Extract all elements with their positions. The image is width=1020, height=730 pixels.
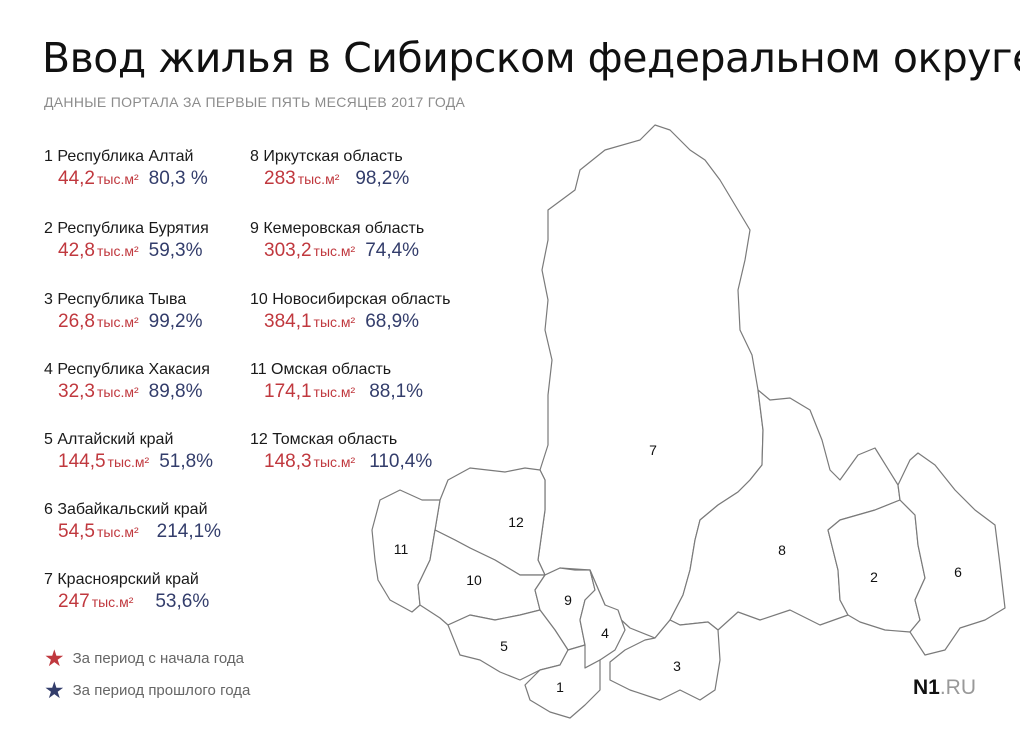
region-current-value: 384,1 xyxy=(264,311,312,332)
map-label-7: 7 xyxy=(649,442,657,458)
map-label-10: 10 xyxy=(466,572,482,588)
map-label-4: 4 xyxy=(601,625,609,641)
region-previous-value: 80,3 % xyxy=(148,168,208,189)
region-previous-value: 98,2% xyxy=(355,168,410,189)
region-previous-value: 51,8% xyxy=(159,451,214,472)
legend-previous-label: За период прошлого года xyxy=(72,682,251,699)
region-previous-value: 74,4% xyxy=(365,240,420,261)
region-previous-value: 88,1% xyxy=(369,381,424,402)
n1-logo: N1.RU xyxy=(913,676,976,700)
region-unit: тыс.м² xyxy=(313,454,356,470)
region-name: 4 Республика Хакасия xyxy=(44,361,210,378)
region-entry: 6 Забайкальский край 54,5 тыс.м² 214,1% xyxy=(44,501,274,543)
region-name: 12 Томская область xyxy=(250,431,398,448)
region-current-value: 42,8 xyxy=(58,240,95,261)
region-current-value: 174,1 xyxy=(264,381,312,402)
region-name: 1 Республика Алтай xyxy=(44,148,194,165)
map-region-8[interactable] xyxy=(669,389,901,631)
region-name: 8 Иркутская область xyxy=(250,148,403,165)
map-label-5: 5 xyxy=(500,638,508,654)
map-label-3: 3 xyxy=(673,658,681,674)
region-name: 11 Омская область xyxy=(250,361,392,378)
region-unit: тыс.м² xyxy=(96,243,139,259)
region-previous-value: 214,1% xyxy=(156,521,222,542)
map-label-6: 6 xyxy=(954,564,962,580)
region-previous-value: 99,2% xyxy=(148,311,203,332)
map-label-11: 11 xyxy=(394,541,409,557)
region-name: 3 Республика Тыва xyxy=(44,291,187,308)
region-entry: 9 Кемеровская область 303,2 тыс.м² 74,4% xyxy=(250,220,480,262)
region-previous-value: 53,6% xyxy=(155,591,210,612)
region-unit: тыс.м² xyxy=(96,314,139,330)
legend-current-label: За период с начала года xyxy=(72,650,244,667)
map-label-12: 12 xyxy=(508,514,524,530)
region-entry: 2 Республика Бурятия 42,8 тыс.м² 59,3% xyxy=(44,220,274,262)
region-unit: тыс.м² xyxy=(313,314,356,330)
region-current-value: 54,5 xyxy=(58,521,95,542)
region-unit: тыс.м² xyxy=(96,384,139,400)
region-previous-value: 89,8% xyxy=(148,381,203,402)
region-entry: 4 Республика Хакасия 32,3 тыс.м² 89,8% xyxy=(44,361,274,403)
region-entry: 1 Республика Алтай 44,2 тыс.м² 80,3 % xyxy=(44,148,274,190)
region-entry: 12 Томская область 148,3 тыс.м² 110,4% xyxy=(250,431,480,473)
region-entry: 10 Новосибирская область 384,1 тыс.м² 68,9… xyxy=(250,291,480,333)
region-unit: тыс.м² xyxy=(297,171,340,187)
region-unit: тыс.м² xyxy=(91,594,134,610)
region-entry: 7 Красноярский край 247 тыс.м² 53,6% xyxy=(44,571,274,613)
map-label-1: 1 xyxy=(556,679,564,695)
region-current-value: 283 xyxy=(264,168,296,189)
star-icon: ★ xyxy=(44,645,65,671)
map-label-9: 9 xyxy=(564,592,572,608)
logo-domain: .RU xyxy=(939,676,976,699)
region-current-value: 32,3 xyxy=(58,381,95,402)
legend-current: ★ За период с начала года xyxy=(44,647,244,670)
map-region-6[interactable] xyxy=(897,452,1006,656)
region-unit: тыс.м² xyxy=(96,171,139,187)
region-current-value: 303,2 xyxy=(264,240,312,261)
legend-previous: ★ За период прошлого года xyxy=(44,679,250,702)
region-entry: 3 Республика Тыва 26,8 тыс.м² 99,2% xyxy=(44,291,274,333)
page-title: Ввод жилья в Сибирском федеральном округ… xyxy=(42,34,1020,82)
region-current-value: 144,5 xyxy=(58,451,106,472)
region-previous-value: 110,4% xyxy=(369,451,433,472)
region-name: 9 Кемеровская область xyxy=(250,220,425,237)
region-name: 10 Новосибирская область xyxy=(250,291,451,308)
map-label-8: 8 xyxy=(778,542,786,558)
region-unit: тыс.м² xyxy=(313,384,356,400)
region-name: 6 Забайкальский край xyxy=(44,501,208,518)
map-region-3[interactable] xyxy=(609,619,721,701)
region-name: 2 Республика Бурятия xyxy=(44,220,209,237)
region-current-value: 26,8 xyxy=(58,311,95,332)
region-name: 7 Красноярский край xyxy=(44,571,199,588)
region-current-value: 148,3 xyxy=(264,451,312,472)
region-unit: тыс.м² xyxy=(107,454,150,470)
region-current-value: 44,2 xyxy=(58,168,95,189)
region-previous-value: 59,3% xyxy=(148,240,203,261)
map-label-2: 2 xyxy=(870,569,878,585)
region-entry: 8 Иркутская область 283 тыс.м² 98,2% xyxy=(250,148,480,190)
star-icon: ★ xyxy=(44,677,65,703)
region-unit: тыс.м² xyxy=(96,524,139,540)
page-subtitle: ДАННЫЕ ПОРТАЛА ЗА ПЕРВЫЕ ПЯТЬ МЕСЯЦЕВ 20… xyxy=(44,94,466,110)
region-unit: тыс.м² xyxy=(313,243,356,259)
region-name: 5 Алтайский край xyxy=(44,431,174,448)
region-entry: 5 Алтайский край 144,5 тыс.м² 51,8% xyxy=(44,431,274,473)
region-previous-value: 68,9% xyxy=(365,311,420,332)
region-entry: 11 Омская область 174,1 тыс.м² 88,1% xyxy=(250,361,480,403)
map-region-1[interactable] xyxy=(524,644,601,719)
region-current-value: 247 xyxy=(58,591,90,612)
logo-mark: N1 xyxy=(912,676,940,699)
